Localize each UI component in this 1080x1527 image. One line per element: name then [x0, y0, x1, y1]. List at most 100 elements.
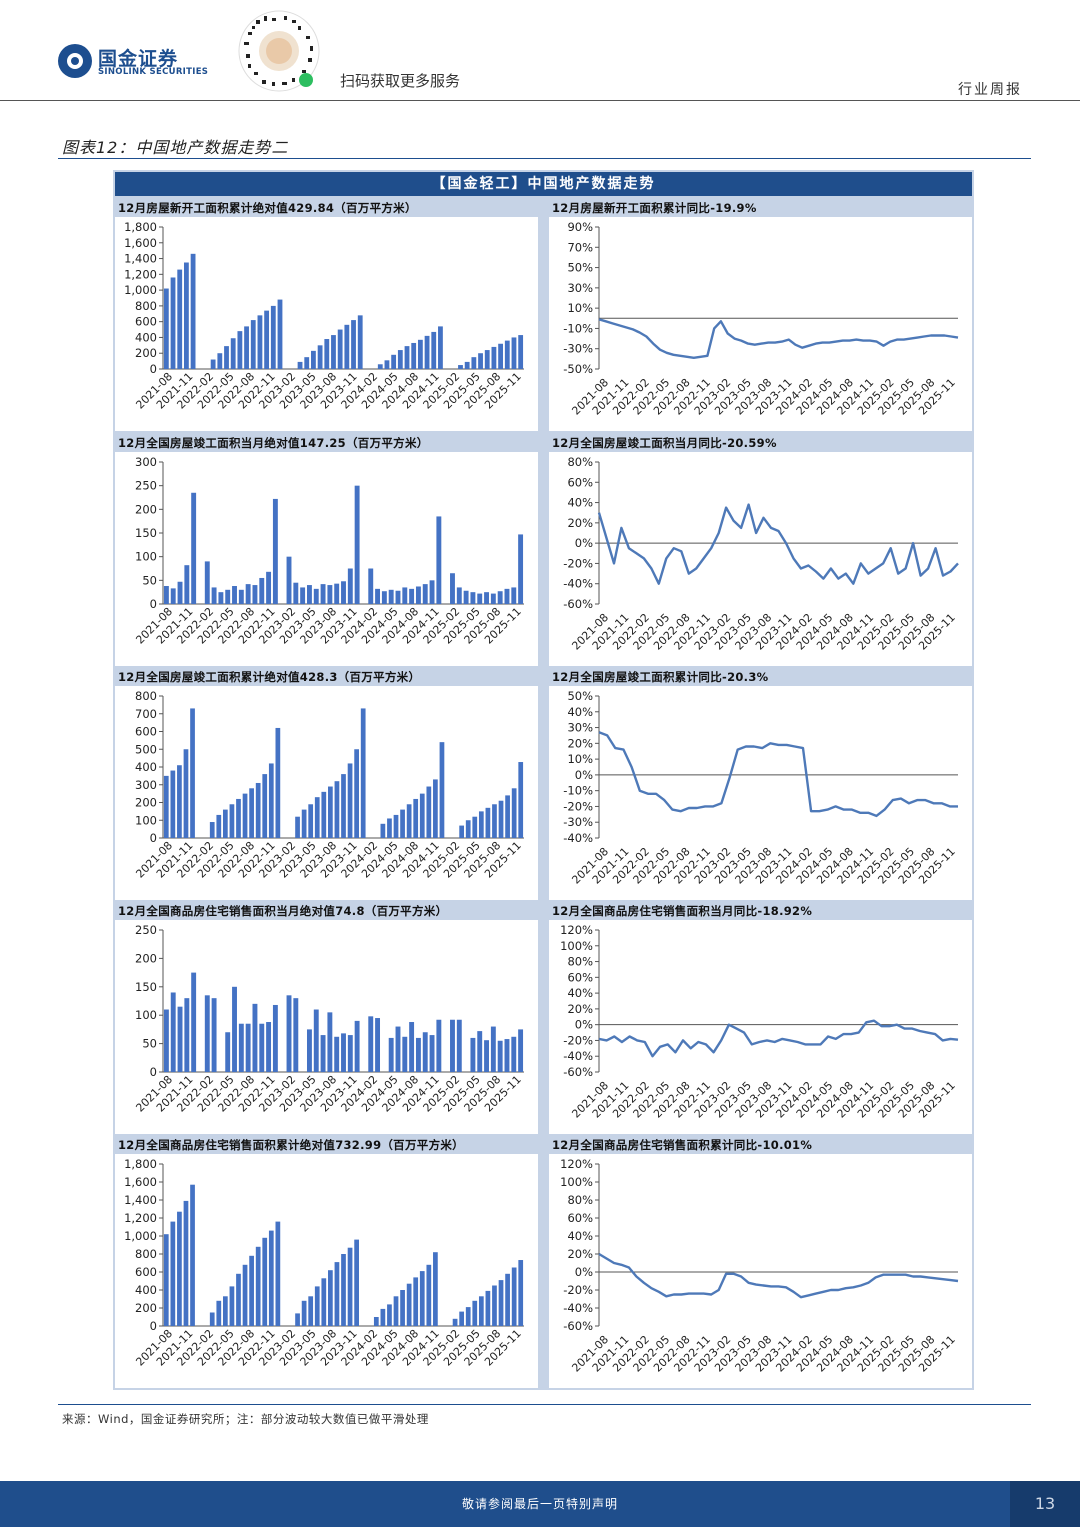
bar: [270, 305, 276, 369]
chart-residential-sales-cumulative: 02004006008001,0001,2001,4001,6001,80020…: [124, 1157, 524, 1369]
bar: [505, 1273, 510, 1326]
bar: [327, 585, 333, 604]
y-tick-label: 250: [135, 923, 157, 937]
chart-completion-monthly: 0501001502002503002021-082021-112022-022…: [133, 455, 524, 647]
bar: [311, 350, 316, 369]
bar: [375, 1018, 381, 1072]
bar: [190, 253, 196, 369]
y-tick-label: 1,200: [124, 267, 157, 281]
bar: [511, 587, 517, 604]
bar: [436, 516, 442, 604]
bar: [320, 584, 326, 604]
bar: [395, 1026, 401, 1072]
qr-code-icon[interactable]: [236, 8, 322, 94]
page-header: 国金证券 SINOLINK SECURITIES 扫码获取更多服务 行业周报: [0, 0, 1080, 102]
bar: [300, 587, 306, 604]
bar: [413, 1277, 419, 1326]
bar: [375, 588, 381, 604]
bar: [388, 1037, 394, 1072]
y-tick-label: 70%: [567, 240, 593, 254]
y-tick-label: 100%: [560, 1175, 593, 1189]
bar: [341, 1254, 346, 1326]
y-tick-label: 20%: [567, 1247, 593, 1261]
y-tick-label: 50: [142, 1037, 157, 1051]
chart-residential-sales-monthly: 0501001502002502021-082021-112022-022022…: [133, 923, 524, 1115]
bar: [459, 825, 465, 838]
y-tick-label: 80%: [567, 955, 593, 969]
bar: [347, 763, 353, 838]
bar: [431, 331, 437, 369]
bar: [163, 288, 169, 369]
y-tick-label: -20%: [563, 799, 593, 813]
bar: [242, 793, 248, 838]
chart-3-title: 12月全国房屋竣工面积当月绝对值147.25（百万平方米）: [118, 436, 429, 450]
bar: [478, 353, 483, 369]
bar: [402, 1036, 408, 1072]
bar: [268, 1230, 274, 1326]
y-tick-label: 200: [135, 502, 157, 516]
bar: [490, 1026, 496, 1072]
bar: [395, 590, 401, 604]
series-line: [598, 1252, 959, 1299]
y-tick-label: -20%: [563, 1033, 593, 1047]
bar: [222, 1296, 228, 1326]
sinolink-logo-icon: [58, 44, 92, 78]
bar: [409, 1022, 415, 1072]
bar: [255, 782, 261, 838]
y-tick-label: 40%: [567, 496, 593, 510]
bar: [409, 588, 415, 604]
bar: [413, 798, 419, 838]
y-tick-label: 800: [135, 1247, 157, 1261]
y-tick-label: 1,400: [124, 1193, 157, 1207]
bar: [433, 1252, 438, 1326]
bar: [360, 708, 366, 838]
bar: [498, 1280, 504, 1326]
y-tick-label: 1,600: [124, 1175, 157, 1189]
bar: [224, 346, 229, 369]
y-tick-label: 100: [135, 813, 157, 827]
bar: [347, 568, 353, 604]
bar: [249, 1255, 254, 1326]
bar: [163, 1009, 169, 1072]
chart-8-title: 12月全国商品房住宅销售面积当月同比-18.92%: [552, 904, 813, 918]
bar: [472, 1300, 478, 1326]
y-tick-label: 0%: [575, 1018, 593, 1032]
chart-1-title: 12月房屋新开工面积累计绝对值429.84（百万平方米）: [118, 201, 417, 215]
bar: [351, 320, 356, 369]
chart-7-title: 12月全国商品房住宅销售面积当月绝对值74.8（百万平方米）: [118, 904, 448, 918]
bar: [190, 708, 195, 838]
bar: [266, 571, 272, 604]
y-tick-label: -10%: [563, 784, 593, 798]
y-tick-label: 600: [135, 1265, 157, 1279]
source-note: 来源：Wind，国金证券研究所；注：部分波动较大数值已做平滑处理: [62, 1412, 429, 1426]
bar: [478, 1296, 484, 1326]
y-tick-label: 200: [135, 1301, 157, 1315]
bar: [230, 338, 236, 369]
bar: [209, 1312, 215, 1326]
y-tick-label: 40%: [567, 986, 593, 1000]
bar: [252, 585, 258, 604]
bar: [191, 972, 197, 1072]
y-tick-label: 1,800: [124, 1157, 157, 1171]
bar: [406, 804, 412, 838]
bar: [471, 357, 477, 369]
bar: [393, 814, 399, 838]
bar: [217, 353, 223, 369]
bar: [321, 791, 327, 838]
y-tick-label: -10%: [563, 321, 593, 335]
bar: [477, 1031, 483, 1072]
bar: [388, 589, 394, 604]
bar: [324, 339, 330, 369]
y-tick-label: -40%: [563, 577, 593, 591]
bar: [347, 1035, 353, 1072]
y-tick-label: 80%: [567, 455, 593, 469]
y-tick-label: 50%: [567, 689, 593, 703]
bar: [518, 1260, 524, 1326]
bar: [465, 1307, 471, 1326]
bar: [232, 986, 237, 1072]
bar: [354, 1020, 360, 1072]
bar: [334, 1036, 340, 1072]
y-tick-label: 250: [135, 479, 157, 493]
y-tick-label: 600: [135, 725, 157, 739]
y-tick-label: 20%: [567, 1002, 593, 1016]
